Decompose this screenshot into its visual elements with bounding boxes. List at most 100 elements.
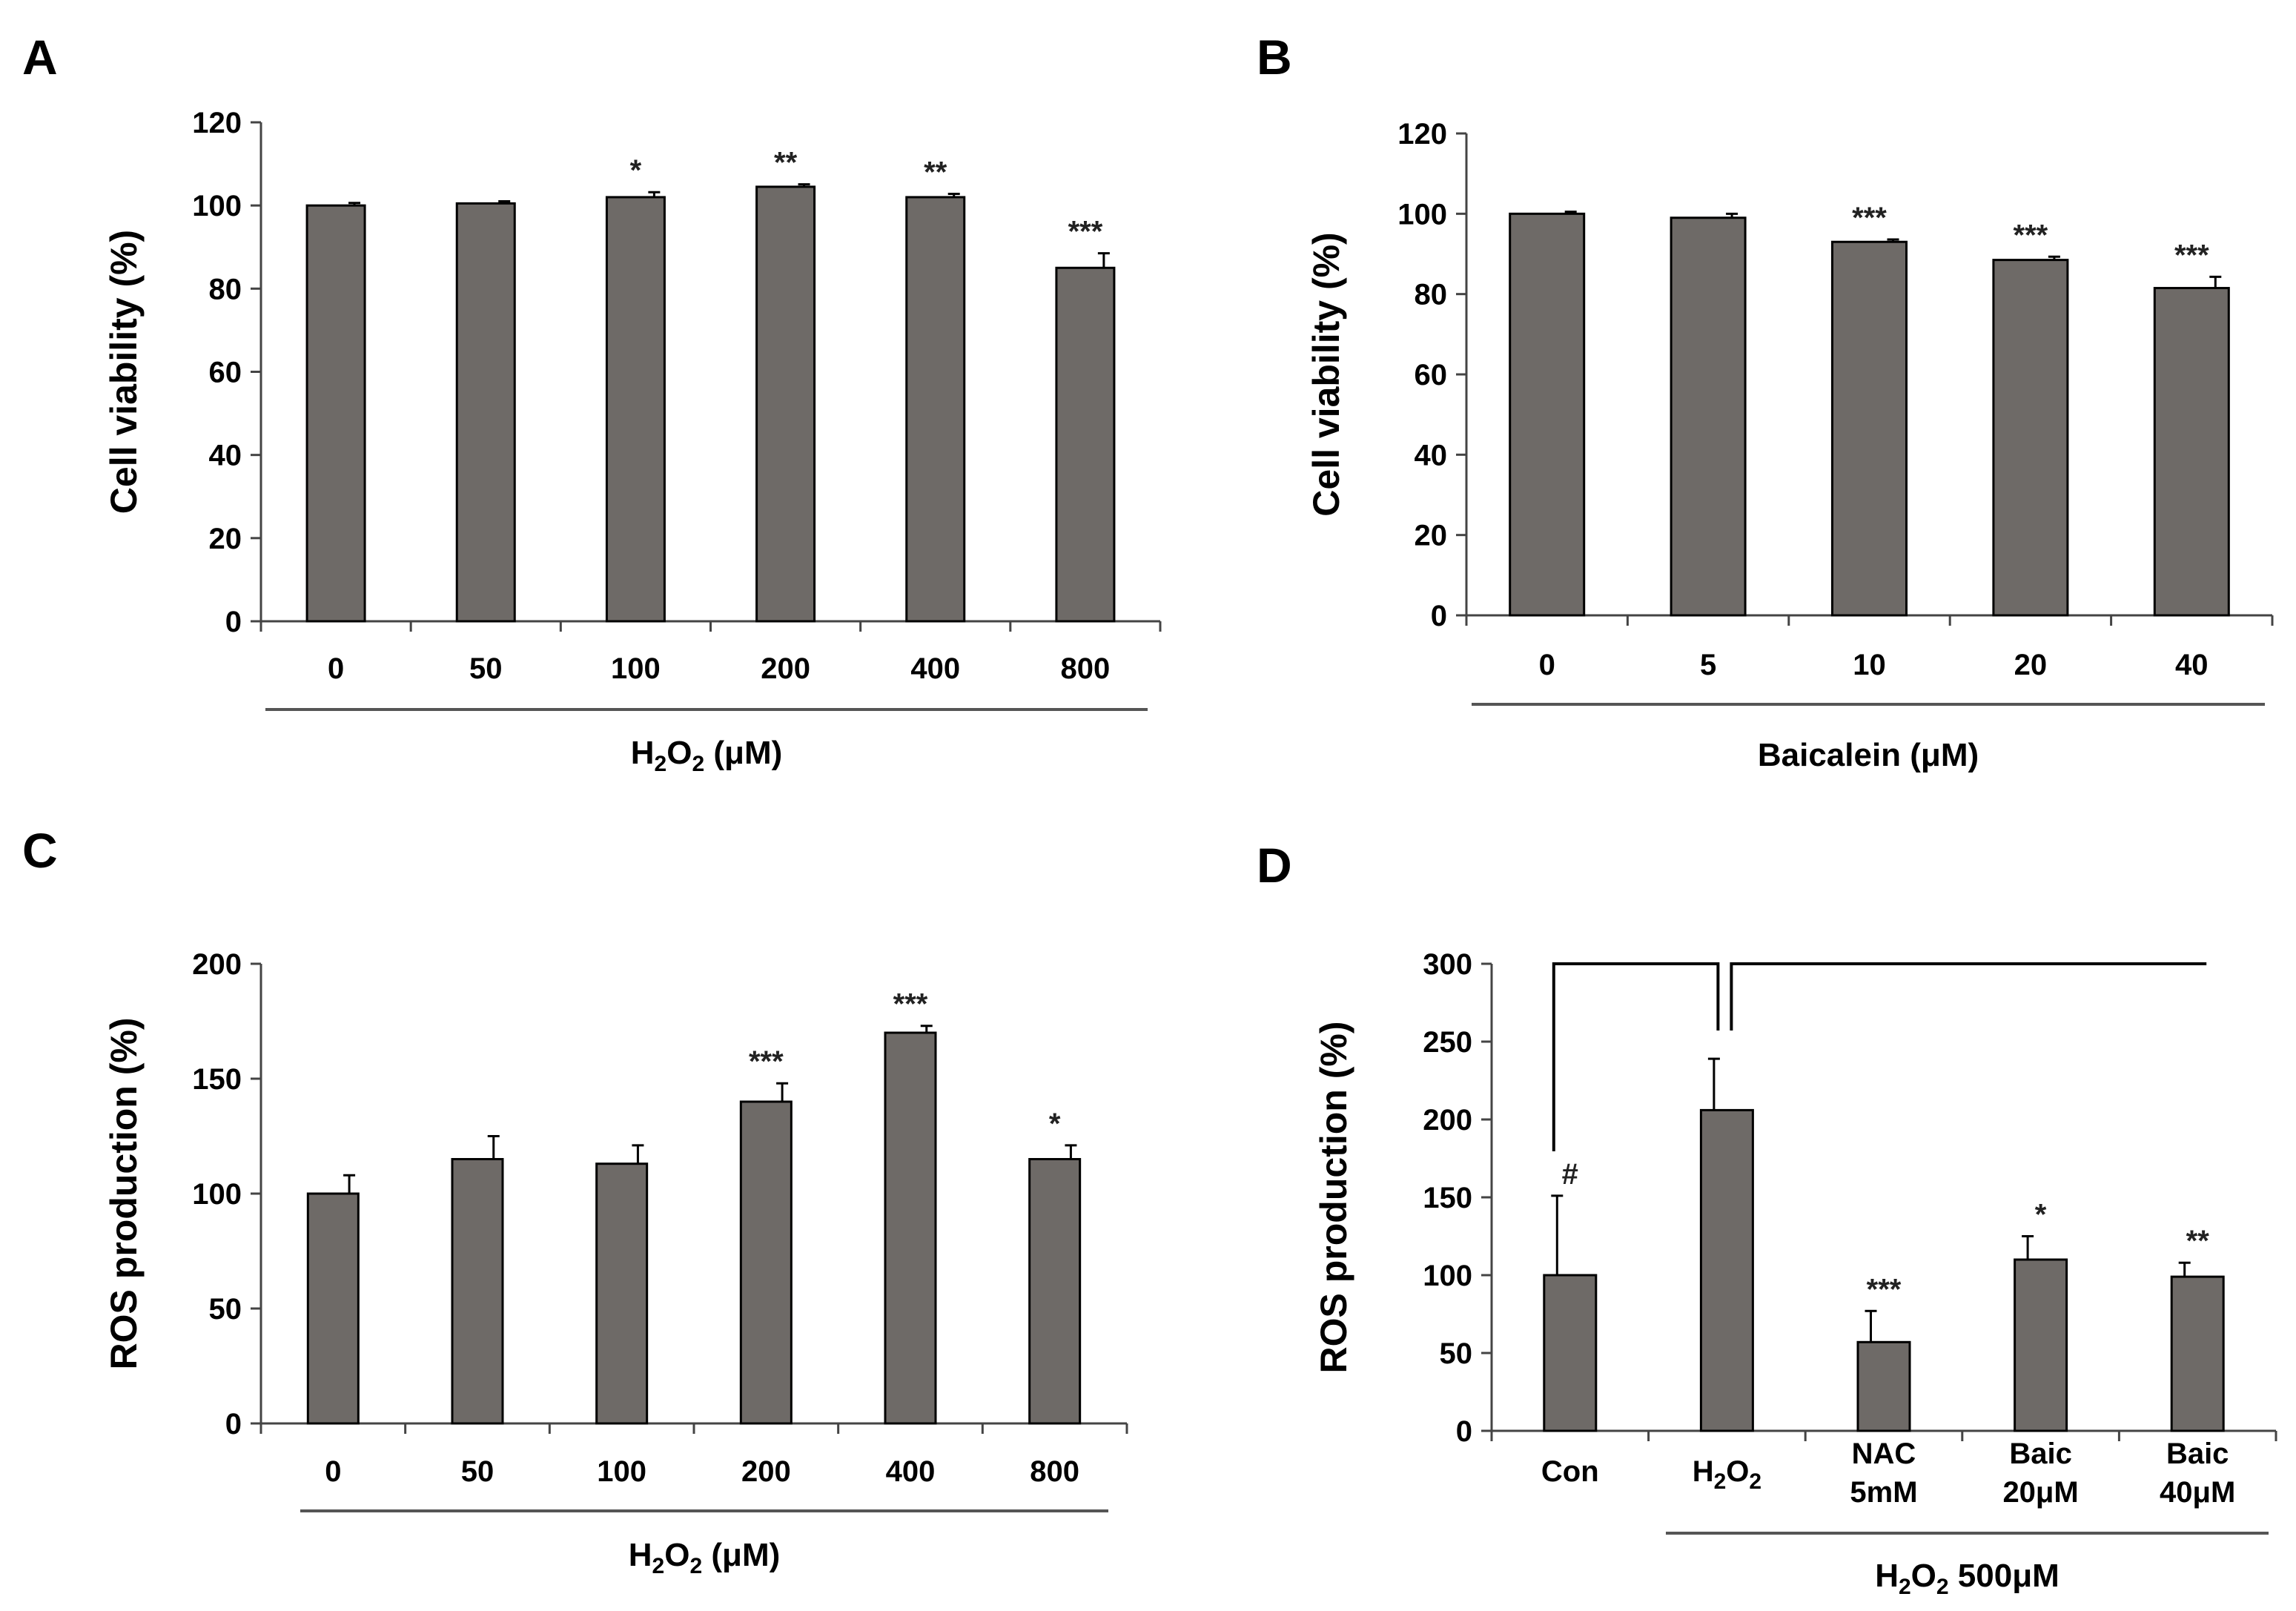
x-tick-label: 50 [461,1455,494,1488]
y-tick-label: 100 [192,1178,242,1211]
x-tick-label: 200 [761,652,810,685]
x-tick-label: 800 [1030,1455,1079,1488]
label-part-mid: O [666,735,692,771]
bar [305,204,366,623]
significance-mark: *** [1852,202,1887,234]
y-tick-label: 200 [1423,1104,1472,1137]
y-tick-label: 0 [1456,1415,1472,1448]
label-part-rest: 500μM [1949,1558,2060,1594]
bar [755,185,816,623]
bracket-h2o2-vs-treatments [1730,962,2207,1031]
y-tick-label: 0 [225,606,242,638]
bracket-con-vs-h2o2 [1552,962,1720,1151]
x-tick-label: 20 [2014,649,2048,681]
label-part-rest: (μM) [702,1537,780,1573]
significance-mark: *** [1068,216,1103,248]
x-tick-label: 800 [1061,652,1111,685]
y-tick-label: 120 [192,107,242,139]
y-tick-label: 80 [209,273,242,305]
label-part-rest: (μM) [704,735,782,771]
significance-mark: *** [2014,219,2048,251]
x-tick-label: 0 [1539,649,1555,681]
bar [1831,240,1908,617]
panel-letter: D [1257,838,1292,893]
y-tick-label: 60 [1415,359,1448,391]
x-tick-label: NAC [1852,1438,1916,1470]
panel-a: A 0 20 40 60 80 100 120 Cell viability (%) 0 50 * 10… [22,30,1162,776]
y-tick-label: 0 [225,1408,242,1440]
y-tick-label: 80 [1415,279,1448,311]
bar [2170,1275,2225,1432]
panel-b: B 0 20 40 60 80 100 120 Cell viability (%) 0 5 *** 1… [1257,30,2274,773]
significance-mark: *** [1867,1273,1902,1306]
bar [1055,266,1116,623]
x-axis-label: H2O2 (μM) [631,735,783,776]
bar [451,1158,504,1425]
label-part-mid: O [1726,1455,1749,1488]
y-tick-label: 100 [192,190,242,222]
y-tick-label: 100 [1423,1260,1472,1292]
x-tick-label: 5 [1700,649,1716,681]
bar [595,1162,649,1425]
panel-letter: B [1257,30,1292,85]
y-axis-label: ROS production (%) [1313,1022,1354,1374]
panel-letter: A [22,30,58,85]
x-tick-label: Baic [2009,1438,2072,1470]
bar [1856,1340,1911,1432]
y-tick-label: 50 [1440,1337,1473,1370]
y-tick-label: 300 [1423,948,1472,981]
y-axis-label: Cell viability (%) [103,230,145,514]
y-tick-label: 250 [1423,1026,1472,1059]
significance-mark: *** [2174,239,2209,271]
y-axis-label: Cell viability (%) [1306,232,1347,516]
y-tick-label: 0 [1431,600,1447,632]
significance-mark: ** [2186,1225,2210,1257]
bar [2014,1258,2068,1432]
significance-mark: *** [893,988,928,1021]
x-tick-label: 40μM [2160,1476,2235,1509]
y-tick-label: 20 [1415,520,1448,552]
y-axis-label: ROS production (%) [103,1018,145,1370]
bar [884,1031,937,1425]
y-tick-label: 40 [1415,439,1448,472]
bar [1992,259,2069,617]
bar [1670,216,1747,617]
label-part-sub1: 2 [652,1554,665,1578]
label-part-sub2: 2 [692,752,704,776]
comparison-brackets [1552,962,2207,1151]
label-part-sub2: 2 [1749,1469,1761,1494]
x-tick-label: 20μM [2002,1476,2078,1509]
y-tick-label: 120 [1397,118,1447,150]
x-axis-label: H2O2 500μM [1875,1558,2060,1599]
x-tick-label: Baic [2166,1438,2229,1470]
significance-mark: ** [774,147,798,179]
y-tick-label: 20 [209,523,242,555]
x-tick-label: H2O2 [1693,1455,1761,1494]
x-tick-label: 200 [741,1455,791,1488]
bar [739,1100,793,1425]
significance-mark: ** [924,156,947,188]
bar [905,196,966,623]
label-part-base: H [629,1537,652,1573]
significance-mark: # [1562,1158,1578,1191]
bar [605,196,666,623]
significance-mark: *** [749,1045,784,1078]
y-tick-label: 200 [192,948,242,981]
x-tick-label: 10 [1853,649,1886,681]
y-tick-label: 150 [1423,1182,1472,1214]
label-part-mid: O [664,1537,689,1573]
x-tick-label: 50 [469,652,503,685]
label-part-sub1: 2 [1899,1575,1911,1599]
y-tick-label: 60 [209,357,242,389]
significance-mark: * [1049,1108,1061,1140]
x-tick-label: 100 [611,652,661,685]
label-part-base: H [631,735,655,771]
y-tick-label: 100 [1397,198,1447,231]
x-tick-label: 5mM [1850,1476,1917,1509]
label-part-mid: O [1911,1558,1936,1594]
bar [1509,212,1586,617]
bar [1699,1108,1754,1432]
label-part-base: H [1693,1455,1714,1488]
y-tick-label: 150 [192,1063,242,1096]
